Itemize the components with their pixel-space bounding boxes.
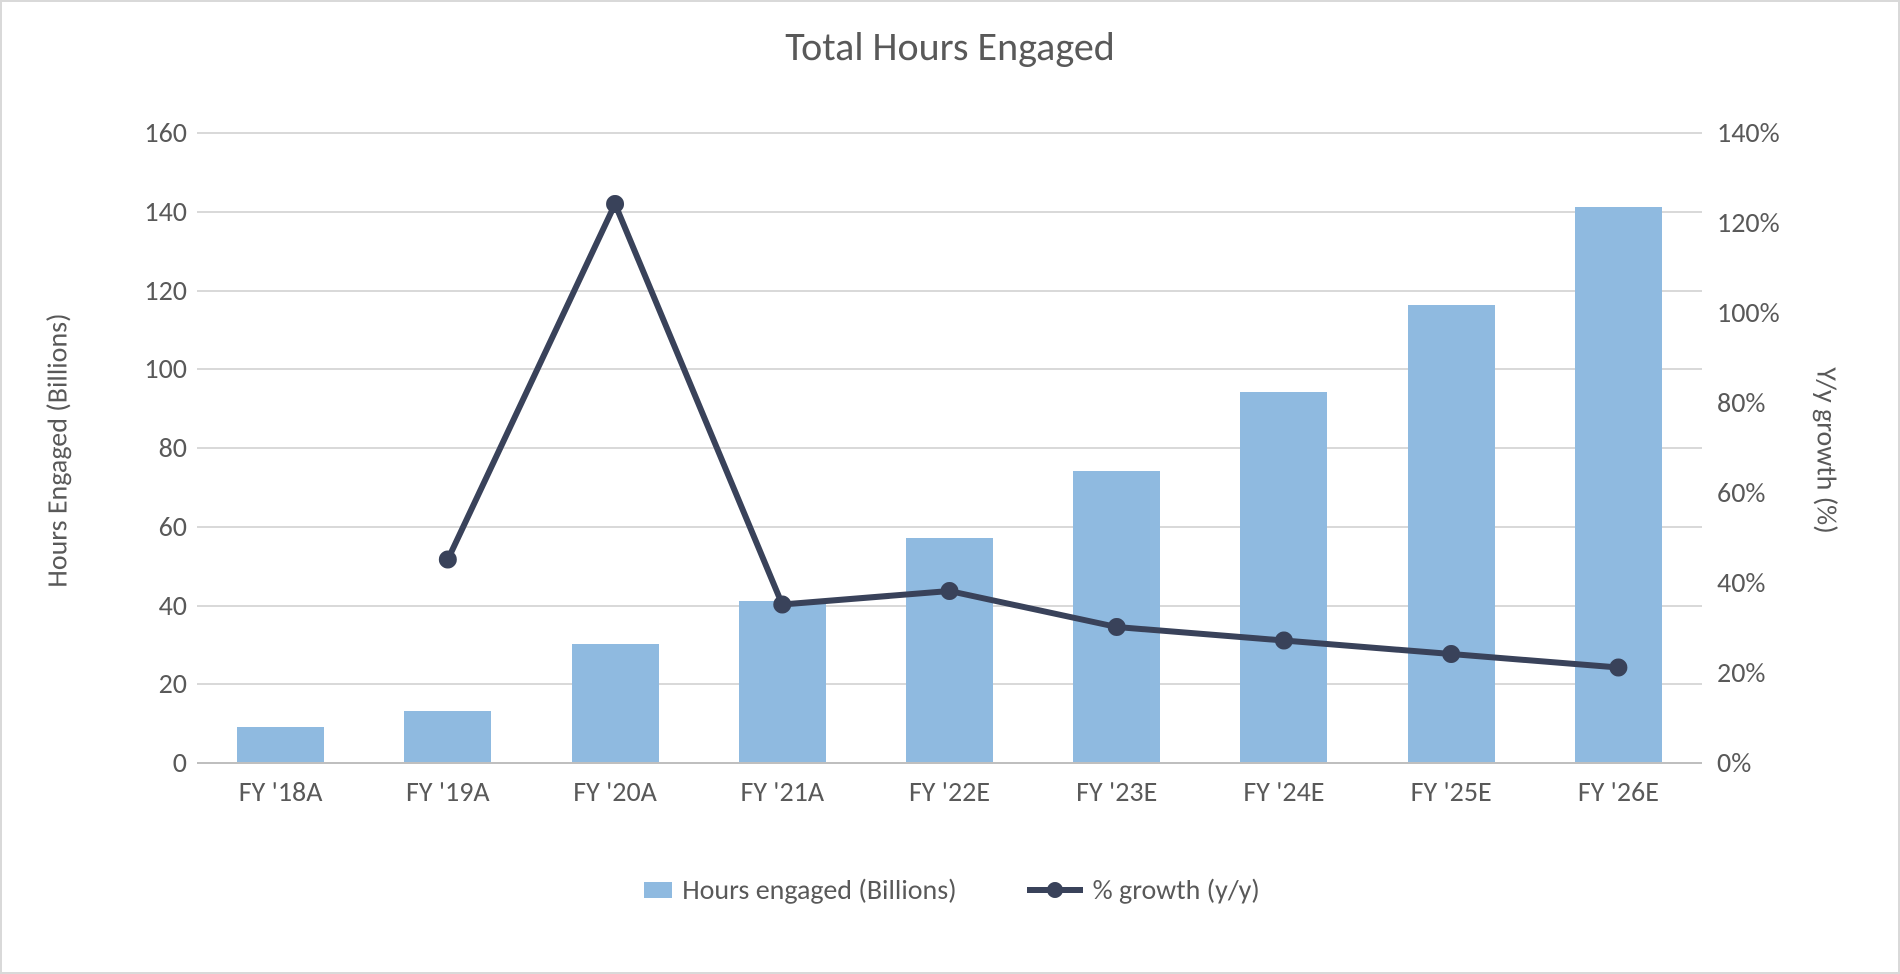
legend-item-bars: Hours engaged (Billions) xyxy=(644,872,956,907)
y-tick-right: 100% xyxy=(1717,295,1780,330)
legend-swatch-line xyxy=(1027,880,1083,900)
legend-swatch-bar xyxy=(644,882,672,898)
growth-marker xyxy=(607,196,623,212)
x-tick-label: FY '22E xyxy=(866,774,1033,809)
y-axis-left-label: Hours Engaged (Billions) xyxy=(40,136,75,766)
y-tick-left: 160 xyxy=(107,115,187,150)
x-tick-label: FY '24E xyxy=(1200,774,1367,809)
y-tick-right: 20% xyxy=(1717,655,1765,690)
gridline xyxy=(197,762,1702,764)
growth-marker xyxy=(1276,633,1292,649)
growth-marker xyxy=(774,597,790,613)
y-tick-left: 20 xyxy=(107,666,187,701)
y-tick-right: 80% xyxy=(1717,385,1765,420)
y-tick-right: 120% xyxy=(1717,205,1780,240)
y-tick-left: 100 xyxy=(107,351,187,386)
y-axis-right-label: Y/y growth (%) xyxy=(1810,136,1845,766)
plot-area xyxy=(197,132,1702,762)
y-tick-left: 40 xyxy=(107,588,187,623)
chart-title: Total Hours Engaged xyxy=(2,22,1898,71)
y-tick-left: 140 xyxy=(107,194,187,229)
y-tick-left: 120 xyxy=(107,273,187,308)
x-tick-label: FY '26E xyxy=(1535,774,1702,809)
growth-marker xyxy=(440,552,456,568)
legend: Hours engaged (Billions) % growth (y/y) xyxy=(2,872,1900,907)
legend-label-line: % growth (y/y) xyxy=(1093,872,1260,907)
x-tick-label: FY '23E xyxy=(1033,774,1200,809)
legend-label-bars: Hours engaged (Billions) xyxy=(682,872,956,907)
y-tick-left: 0 xyxy=(107,745,187,780)
growth-marker xyxy=(1443,646,1459,662)
y-tick-left: 60 xyxy=(107,509,187,544)
x-tick-label: FY '21A xyxy=(699,774,866,809)
x-tick-label: FY '25E xyxy=(1368,774,1535,809)
growth-line xyxy=(448,204,1619,668)
x-tick-label: FY '19A xyxy=(364,774,531,809)
y-tick-left: 80 xyxy=(107,430,187,465)
y-tick-right: 0% xyxy=(1717,745,1751,780)
x-tick-label: FY '20A xyxy=(531,774,698,809)
growth-marker xyxy=(942,583,958,599)
x-tick-label: FY '18A xyxy=(197,774,364,809)
chart-container: Total Hours Engaged Hours Engaged (Billi… xyxy=(0,0,1900,974)
line-series xyxy=(197,132,1702,762)
y-tick-right: 60% xyxy=(1717,475,1765,510)
y-tick-right: 40% xyxy=(1717,565,1765,600)
growth-marker xyxy=(1109,619,1125,635)
growth-marker xyxy=(1610,660,1626,676)
y-tick-right: 140% xyxy=(1717,115,1780,150)
legend-item-line: % growth (y/y) xyxy=(1027,872,1260,907)
